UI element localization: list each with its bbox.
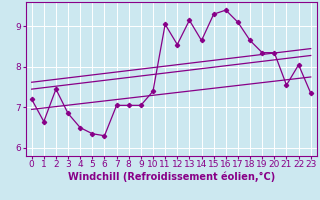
X-axis label: Windchill (Refroidissement éolien,°C): Windchill (Refroidissement éolien,°C) — [68, 172, 275, 182]
